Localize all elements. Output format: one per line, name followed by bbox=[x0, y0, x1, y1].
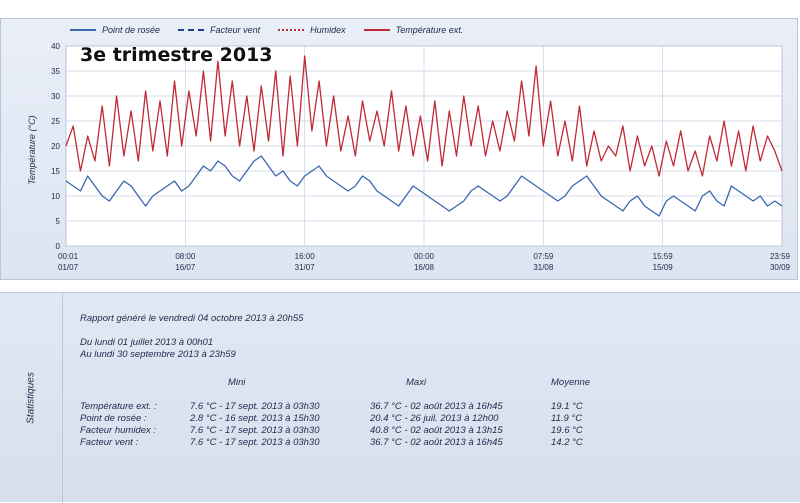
y-axis-label: Température (°C) bbox=[27, 115, 37, 185]
legend-label-temperature-ext: Température ext. bbox=[395, 25, 464, 35]
chart-legend: Point de rosée Facteur vent Humidex Temp… bbox=[70, 22, 481, 38]
row-maxi: 36.7 °C - 02 août 2013 à 16h45 bbox=[370, 401, 503, 412]
y-axis-label-wrap: Température (°C) bbox=[12, 90, 52, 210]
row-maxi: 36.7 °C - 02 août 2013 à 16h45 bbox=[370, 437, 503, 448]
x-tick-labels: 00:01 01/07 08:00 16/07 16:00 31/07 00:00 16/08… bbox=[58, 252, 791, 272]
y-tick-label: 25 bbox=[51, 117, 60, 126]
y-tick-label: 15 bbox=[51, 167, 60, 176]
row-label: Point de rosée : bbox=[80, 413, 147, 424]
legend-item-facteur-vent[interactable]: Facteur vent bbox=[178, 25, 260, 35]
stats-panel: Statistiques Rapport généré le vendredi … bbox=[0, 292, 800, 503]
x-tick-time: 07:59 bbox=[533, 252, 554, 261]
stats-row-facteur-vent: Facteur vent : 7.6 °C - 17 sept. 2013 à … bbox=[0, 437, 800, 449]
row-label: Température ext. : bbox=[80, 401, 157, 412]
chart-title: 3e trimestre 2013 bbox=[80, 44, 273, 66]
series-lines bbox=[65, 55, 783, 217]
stats-row-point-de-rosee: Point de rosée : 2.8 °C - 16 sept. 2013 … bbox=[0, 413, 800, 425]
legend-swatch-point-de-rosee bbox=[70, 29, 96, 31]
row-mini: 7.6 °C - 17 sept. 2013 à 03h30 bbox=[190, 425, 320, 436]
y-tick-label: 40 bbox=[51, 42, 60, 51]
row-label: Facteur vent : bbox=[80, 437, 139, 448]
y-tick-labels: 0 5 10 15 20 25 30 35 40 bbox=[51, 42, 60, 251]
legend-swatch-humidex bbox=[278, 29, 305, 31]
x-tick-time: 16:00 bbox=[295, 252, 316, 261]
x-tick-time: 15:59 bbox=[653, 252, 674, 261]
x-tick-time: 23:59 bbox=[770, 252, 791, 261]
y-tick-label: 5 bbox=[56, 217, 61, 226]
row-mini: 2.8 °C - 16 sept. 2013 à 15h30 bbox=[190, 413, 320, 424]
col-head-maxi: Maxi bbox=[406, 377, 427, 388]
row-maxi: 40.8 °C - 02 août 2013 à 13h15 bbox=[370, 425, 503, 436]
row-mini: 7.6 °C - 17 sept. 2013 à 03h30 bbox=[190, 437, 320, 448]
stats-side-tab: Statistiques bbox=[0, 293, 63, 503]
row-moyenne: 19.6 °C bbox=[551, 425, 583, 436]
x-tick-date: 31/07 bbox=[295, 263, 316, 272]
x-tick-date: 31/08 bbox=[533, 263, 554, 272]
row-mini: 7.6 °C - 17 sept. 2013 à 03h30 bbox=[190, 401, 320, 412]
legend-swatch-temperature-ext bbox=[363, 29, 390, 31]
row-moyenne: 19.1 °C bbox=[551, 401, 583, 412]
chart-plot: 0 5 10 15 20 25 30 35 40 00:01 01/07 08:00 16/07 16:… bbox=[51, 42, 791, 272]
y-tick-label: 35 bbox=[51, 67, 60, 76]
period-from: Du lundi 01 juillet 2013 à 00h01 bbox=[80, 337, 214, 348]
x-tick-date: 16/07 bbox=[175, 263, 196, 272]
x-tick-date: 01/07 bbox=[58, 263, 79, 272]
legend-item-temperature-ext[interactable]: Température ext. bbox=[363, 25, 464, 35]
y-tick-label: 0 bbox=[56, 242, 61, 251]
x-tick-date: 30/09 bbox=[770, 263, 791, 272]
row-maxi: 20.4 °C - 26 juil. 2013 à 12h00 bbox=[370, 413, 499, 424]
row-label: Facteur humidex : bbox=[80, 425, 157, 436]
legend-swatch-facteur-vent bbox=[178, 29, 205, 31]
row-moyenne: 11.9 °C bbox=[551, 413, 583, 424]
stats-row-facteur-humidex: Facteur humidex : 7.6 °C - 17 sept. 2013… bbox=[0, 425, 800, 437]
series-line-temp-rature-ext- bbox=[65, 55, 783, 177]
legend-label-humidex: Humidex bbox=[310, 25, 346, 35]
series-line-point-de-ros-e bbox=[65, 155, 783, 217]
x-tick-time: 08:00 bbox=[175, 252, 196, 261]
y-tick-label: 30 bbox=[51, 92, 60, 101]
col-head-mini: Mini bbox=[228, 377, 246, 388]
x-tick-time: 00:00 bbox=[414, 252, 435, 261]
x-tick-date: 15/09 bbox=[653, 263, 674, 272]
stats-row-temperature-ext: Température ext. : 7.6 °C - 17 sept. 201… bbox=[0, 401, 800, 413]
legend-label-point-de-rosee: Point de rosée bbox=[102, 25, 161, 35]
period-to: Au lundi 30 septembre 2013 à 23h59 bbox=[80, 349, 236, 360]
row-moyenne: 14.2 °C bbox=[551, 437, 583, 448]
legend-item-point-de-rosee[interactable]: Point de rosée bbox=[70, 25, 160, 35]
x-tick-date: 16/08 bbox=[414, 263, 435, 272]
col-head-moyenne: Moyenne bbox=[551, 377, 591, 388]
y-tick-label: 20 bbox=[51, 142, 60, 151]
legend-label-facteur-vent: Facteur vent bbox=[210, 25, 261, 35]
report-generated-line: Rapport généré le vendredi 04 octobre 20… bbox=[80, 313, 304, 324]
y-tick-label: 10 bbox=[51, 192, 60, 201]
x-tick-time: 00:01 bbox=[58, 252, 79, 261]
legend-item-humidex[interactable]: Humidex bbox=[278, 25, 346, 35]
